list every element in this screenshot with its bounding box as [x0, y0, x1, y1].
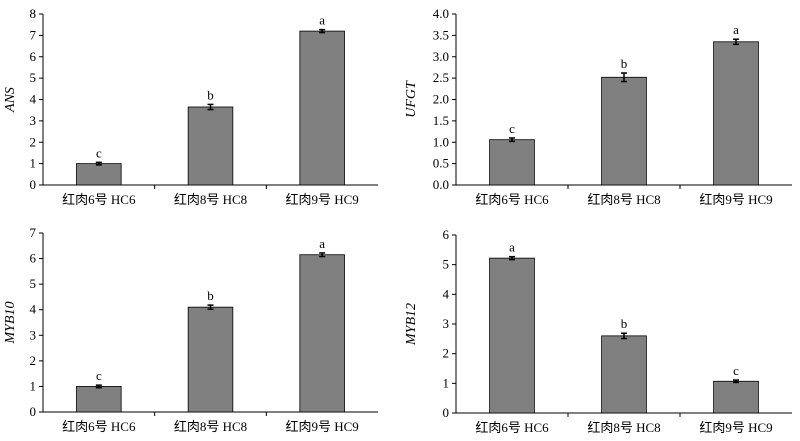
y-tick-label: 2.5 [433, 70, 449, 85]
bar [601, 76, 647, 186]
y-tick-label: 1.5 [433, 113, 449, 128]
bar [76, 163, 122, 186]
chart-panel-1: 0 1 2 3 4 5 6 7 8 ANS c 红肉6号 HC6 b 红肉8号 HC8 a 红肉9号 HC9 [3, 6, 378, 207]
y-tick-label: 3 [30, 327, 37, 342]
significance-label: c [733, 363, 739, 378]
y-tick-label: 5 [443, 257, 450, 272]
x-category-label: 红肉8号 HC8 [174, 419, 247, 434]
y-tick-label: 1 [30, 378, 37, 393]
y-tick-label: 7 [30, 225, 37, 240]
chart-panel-3: 0 1 2 3 4 5 6 7 MYB10 c 红肉6号 HC6 b 红肉8号 HC8 a 红肉9号 HC9 [3, 225, 378, 434]
x-category-label: 红肉6号 HC6 [62, 419, 136, 434]
x-category-label: 红肉8号 HC8 [174, 192, 247, 207]
chart-panel-4: 0 1 2 3 4 5 6 MYB12 a 红肉6号 HC6 b 红肉8号 HC8 c 红肉9号 HC9 [404, 227, 792, 435]
y-tick-label: 8 [30, 6, 37, 21]
y-tick-label: 4 [30, 92, 37, 107]
y-tick-label: 0.5 [433, 156, 449, 171]
chart-panel-2: 0.0 0.5 1.0 1.5 2.0 2.5 3.0 3.5 4.0 UFGT c 红肉6号 HC6… [404, 6, 792, 207]
x-category-label: 红肉9号 HC9 [286, 419, 359, 434]
y-tick-label: 6 [30, 251, 37, 266]
bar [187, 306, 234, 413]
y-tick-label: 7 [30, 27, 37, 42]
y-axis-title: MYB12 [404, 303, 419, 346]
y-tick-label: 4.0 [433, 6, 449, 21]
bar [489, 139, 535, 186]
y-tick-label: 2.0 [433, 92, 449, 107]
significance-label: b [207, 288, 214, 303]
bar [601, 335, 647, 414]
y-tick-label: 3 [443, 316, 450, 331]
y-tick-label: 3.0 [433, 49, 449, 64]
significance-label: b [207, 87, 214, 102]
x-category-label: 红肉6号 HC6 [475, 192, 549, 207]
y-tick-label: 1.0 [433, 134, 449, 149]
significance-label: b [621, 56, 628, 71]
y-tick-label: 0 [30, 177, 37, 192]
y-tick-label: 0 [443, 405, 450, 420]
y-tick-label: 0.0 [433, 177, 449, 192]
y-tick-label: 3 [30, 113, 37, 128]
significance-label: a [509, 240, 515, 255]
significance-label: a [319, 236, 325, 251]
bar [76, 386, 122, 413]
bar [299, 30, 345, 186]
bar [299, 254, 345, 413]
y-tick-label: 5 [30, 276, 37, 291]
y-tick-label: 6 [443, 227, 450, 242]
significance-label: b [621, 316, 628, 331]
bar [489, 257, 535, 414]
significance-label: a [319, 13, 325, 28]
x-category-label: 红肉9号 HC9 [286, 192, 359, 207]
x-category-label: 红肉8号 HC8 [587, 420, 660, 435]
bar [713, 41, 759, 186]
y-axis-title: ANS [3, 87, 18, 113]
bar [187, 106, 234, 186]
x-category-label: 红肉9号 HC9 [699, 192, 772, 207]
y-tick-label: 6 [30, 49, 37, 64]
significance-label: c [509, 121, 515, 136]
x-category-label: 红肉9号 HC9 [699, 420, 772, 435]
y-tick-label: 3.5 [433, 27, 449, 42]
x-category-label: 红肉6号 HC6 [62, 192, 136, 207]
significance-label: c [96, 368, 102, 383]
y-axis-title: UFGT [404, 80, 419, 118]
significance-label: c [96, 145, 102, 160]
y-tick-label: 4 [443, 286, 450, 301]
y-tick-label: 2 [30, 134, 37, 149]
x-category-label: 红肉6号 HC6 [475, 420, 549, 435]
y-tick-label: 1 [443, 375, 450, 390]
y-tick-label: 2 [30, 353, 37, 368]
y-tick-label: 1 [30, 156, 37, 171]
y-tick-label: 2 [443, 346, 450, 361]
significance-label: a [733, 22, 739, 37]
y-tick-label: 4 [30, 302, 37, 317]
x-category-label: 红肉8号 HC8 [587, 192, 660, 207]
y-tick-label: 5 [30, 70, 37, 85]
y-axis-title: MYB10 [3, 302, 18, 345]
bar [713, 380, 759, 414]
y-tick-label: 0 [30, 404, 37, 419]
